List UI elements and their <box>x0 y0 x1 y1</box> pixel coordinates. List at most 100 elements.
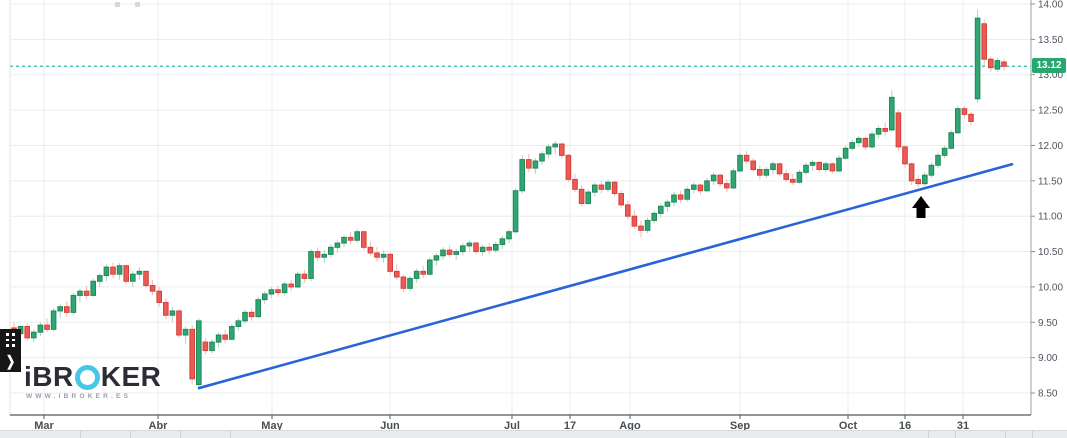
candle-down <box>902 146 908 165</box>
candle-up <box>803 164 809 173</box>
candle-down <box>202 341 209 352</box>
x-tick-label: 31 <box>957 420 969 432</box>
candle-down <box>301 273 308 279</box>
candle-up <box>209 341 215 352</box>
x-tick-label: Abr <box>149 420 169 432</box>
candle-down <box>598 184 605 190</box>
y-tick-label: 12.50 <box>1038 106 1063 117</box>
candle-down <box>24 326 30 339</box>
candle-up <box>842 147 849 159</box>
chart-side-toolbar[interactable]: ❯ <box>0 329 21 372</box>
candle-down <box>981 23 988 60</box>
candle-down <box>420 270 426 275</box>
candle-down <box>473 242 479 253</box>
y-tick-label: 13.00 <box>1038 70 1063 81</box>
candle-up <box>730 170 737 189</box>
logo-text-ker: KER <box>100 361 162 392</box>
y-tick-label: 9.00 <box>1038 353 1058 364</box>
candle-up <box>928 164 935 176</box>
candle-up <box>856 137 862 144</box>
x-tick-label: Mar <box>34 420 54 432</box>
candle-down <box>565 154 572 180</box>
candle-up <box>229 326 235 340</box>
candle-up <box>354 231 360 241</box>
candle-up <box>644 219 651 231</box>
candle-up <box>235 320 242 328</box>
candle-up <box>440 249 446 257</box>
candle-up <box>70 294 77 313</box>
candle-down <box>697 184 704 192</box>
candle-down <box>275 289 281 294</box>
trendline-annotation[interactable] <box>197 162 1014 390</box>
drag-handle-icon[interactable] <box>6 333 15 347</box>
candle-up <box>955 108 961 134</box>
candle-up <box>453 251 459 255</box>
logo-o-icon <box>74 364 100 390</box>
candle-down <box>816 161 823 171</box>
candle-up <box>684 188 691 200</box>
candle-up <box>770 163 776 171</box>
candle-up <box>169 310 176 316</box>
candle-up <box>658 205 664 214</box>
candle-down <box>968 113 974 122</box>
candle-down <box>314 251 321 258</box>
candle-down <box>915 178 922 185</box>
x-tick-label: Jul <box>504 420 520 432</box>
candle-down <box>222 334 228 340</box>
candle-up <box>268 289 275 295</box>
candle-down <box>572 178 578 190</box>
x-tick-label: Sep <box>730 420 750 432</box>
logo-text-i: i <box>24 361 33 392</box>
candle-down <box>625 204 631 217</box>
candle-down <box>724 183 730 189</box>
up-arrow-annotation[interactable] <box>912 196 930 218</box>
candle-down <box>743 154 750 162</box>
candle-up <box>116 265 123 275</box>
x-tick-label: Ago <box>619 420 641 432</box>
candle-up <box>215 334 222 343</box>
candle-up <box>262 293 268 301</box>
candle-down <box>677 194 684 200</box>
candle-up <box>763 169 770 176</box>
candle-up <box>130 273 136 282</box>
expand-chevron-icon[interactable]: ❯ <box>5 354 16 370</box>
candle-down <box>908 163 915 182</box>
candle-down <box>347 236 354 241</box>
candle-down <box>64 306 70 313</box>
candle-up <box>552 143 559 148</box>
candle-down <box>790 178 796 183</box>
candle-down <box>862 137 869 148</box>
candle-down <box>882 127 889 132</box>
logo-tagline: WWW.IBROKER.ES <box>26 393 132 400</box>
candle-up <box>664 201 671 207</box>
chart-event-marker <box>135 2 140 7</box>
candle-up <box>90 280 97 296</box>
candle-up <box>295 273 301 288</box>
candle-up <box>460 245 466 253</box>
candle-down <box>394 270 400 278</box>
candle-up <box>182 328 189 336</box>
candle-up <box>242 311 248 322</box>
candle-down <box>156 290 162 303</box>
candle-up <box>77 290 83 296</box>
candle-up <box>545 146 552 155</box>
candle-up <box>710 174 717 182</box>
candle-up <box>941 147 948 156</box>
candle-up <box>255 299 261 318</box>
candle-down <box>776 163 783 175</box>
candle-up <box>948 132 955 149</box>
candle-up <box>512 190 519 233</box>
candle-up <box>136 270 143 275</box>
candle-down <box>578 188 585 204</box>
candle-up <box>519 159 526 192</box>
candle-up <box>37 324 44 333</box>
candle-down <box>1001 61 1007 67</box>
candle-up <box>836 157 842 172</box>
y-tick-label: 11.00 <box>1038 212 1063 223</box>
candle-up <box>585 191 592 204</box>
bottom-scrollbar[interactable] <box>0 430 1067 438</box>
y-tick-label: 8.50 <box>1038 389 1058 400</box>
candle-up <box>57 306 64 312</box>
